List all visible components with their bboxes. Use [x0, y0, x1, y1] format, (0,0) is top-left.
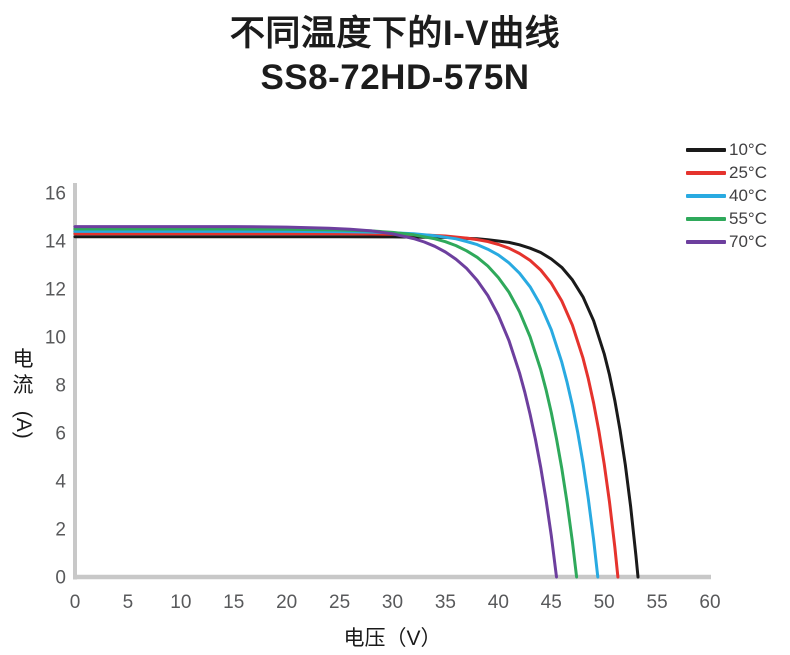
legend-label: 70°C [729, 231, 767, 251]
x-tick-label: 60 [699, 592, 720, 613]
legend: 10°C 25°C 40°C 55°C 70°C [686, 138, 767, 253]
x-tick-label: 5 [123, 592, 134, 613]
legend-item: 10°C [686, 138, 767, 161]
x-tick-label: 55 [647, 592, 668, 613]
x-tick-label: 10 [170, 592, 191, 613]
curve-70c [73, 225, 558, 579]
curve-10c [73, 235, 640, 579]
x-tick-label: 45 [541, 592, 562, 613]
legend-item: 25°C [686, 161, 767, 184]
y-tick-label: 6 [55, 424, 66, 445]
y-tick-label: 2 [55, 520, 66, 541]
x-tick-label: 20 [276, 592, 297, 613]
legend-line-swatch [686, 170, 726, 175]
x-tick-label: 40 [488, 592, 509, 613]
y-tick-label: 12 [45, 280, 66, 301]
chart-title: 不同温度下的I-V曲线 [229, 14, 561, 53]
legend-line-swatch [686, 147, 726, 152]
legend-label: 55°C [729, 208, 767, 228]
legend-item: 55°C [686, 207, 767, 230]
y-axis-label-char: 电 [12, 348, 34, 371]
x-tick-label: 50 [594, 592, 615, 613]
y-tick-label: 8 [55, 376, 66, 397]
legend-line-swatch [686, 193, 726, 198]
y-axis-label-char: 流 [12, 373, 34, 397]
x-tick-label: 25 [329, 592, 350, 613]
legend-line-swatch [686, 239, 726, 244]
y-tick-label: 0 [55, 568, 66, 589]
x-tick-label: 0 [70, 592, 81, 613]
curve-55c [73, 227, 579, 579]
curve-25c [73, 232, 620, 579]
x-tick-label: 15 [223, 592, 244, 613]
x-axis-label: 电压（V） [343, 627, 442, 650]
y-tick-label: 14 [45, 232, 67, 253]
legend-label: 40°C [729, 185, 767, 205]
y-tick-label: 4 [55, 472, 66, 493]
y-axis-unit: (A) [11, 411, 35, 440]
legend-label: 25°C [729, 162, 767, 182]
chart-title-block: 不同温度下的I-V曲线 SS8-72HD-575N [0, 12, 790, 100]
legend-line-swatch [686, 216, 726, 221]
x-tick-label: 35 [435, 592, 456, 613]
legend-label: 10°C [729, 139, 767, 159]
chart-subtitle: SS8-72HD-575N [260, 58, 530, 98]
x-tick-label: 30 [382, 592, 403, 613]
y-tick-label: 10 [45, 328, 66, 349]
legend-item: 40°C [686, 184, 767, 207]
y-tick-label: 16 [45, 184, 66, 205]
curve-40c [73, 229, 600, 579]
y-axis-label: 电 流 (A) [8, 347, 38, 440]
legend-item: 70°C [686, 230, 767, 253]
